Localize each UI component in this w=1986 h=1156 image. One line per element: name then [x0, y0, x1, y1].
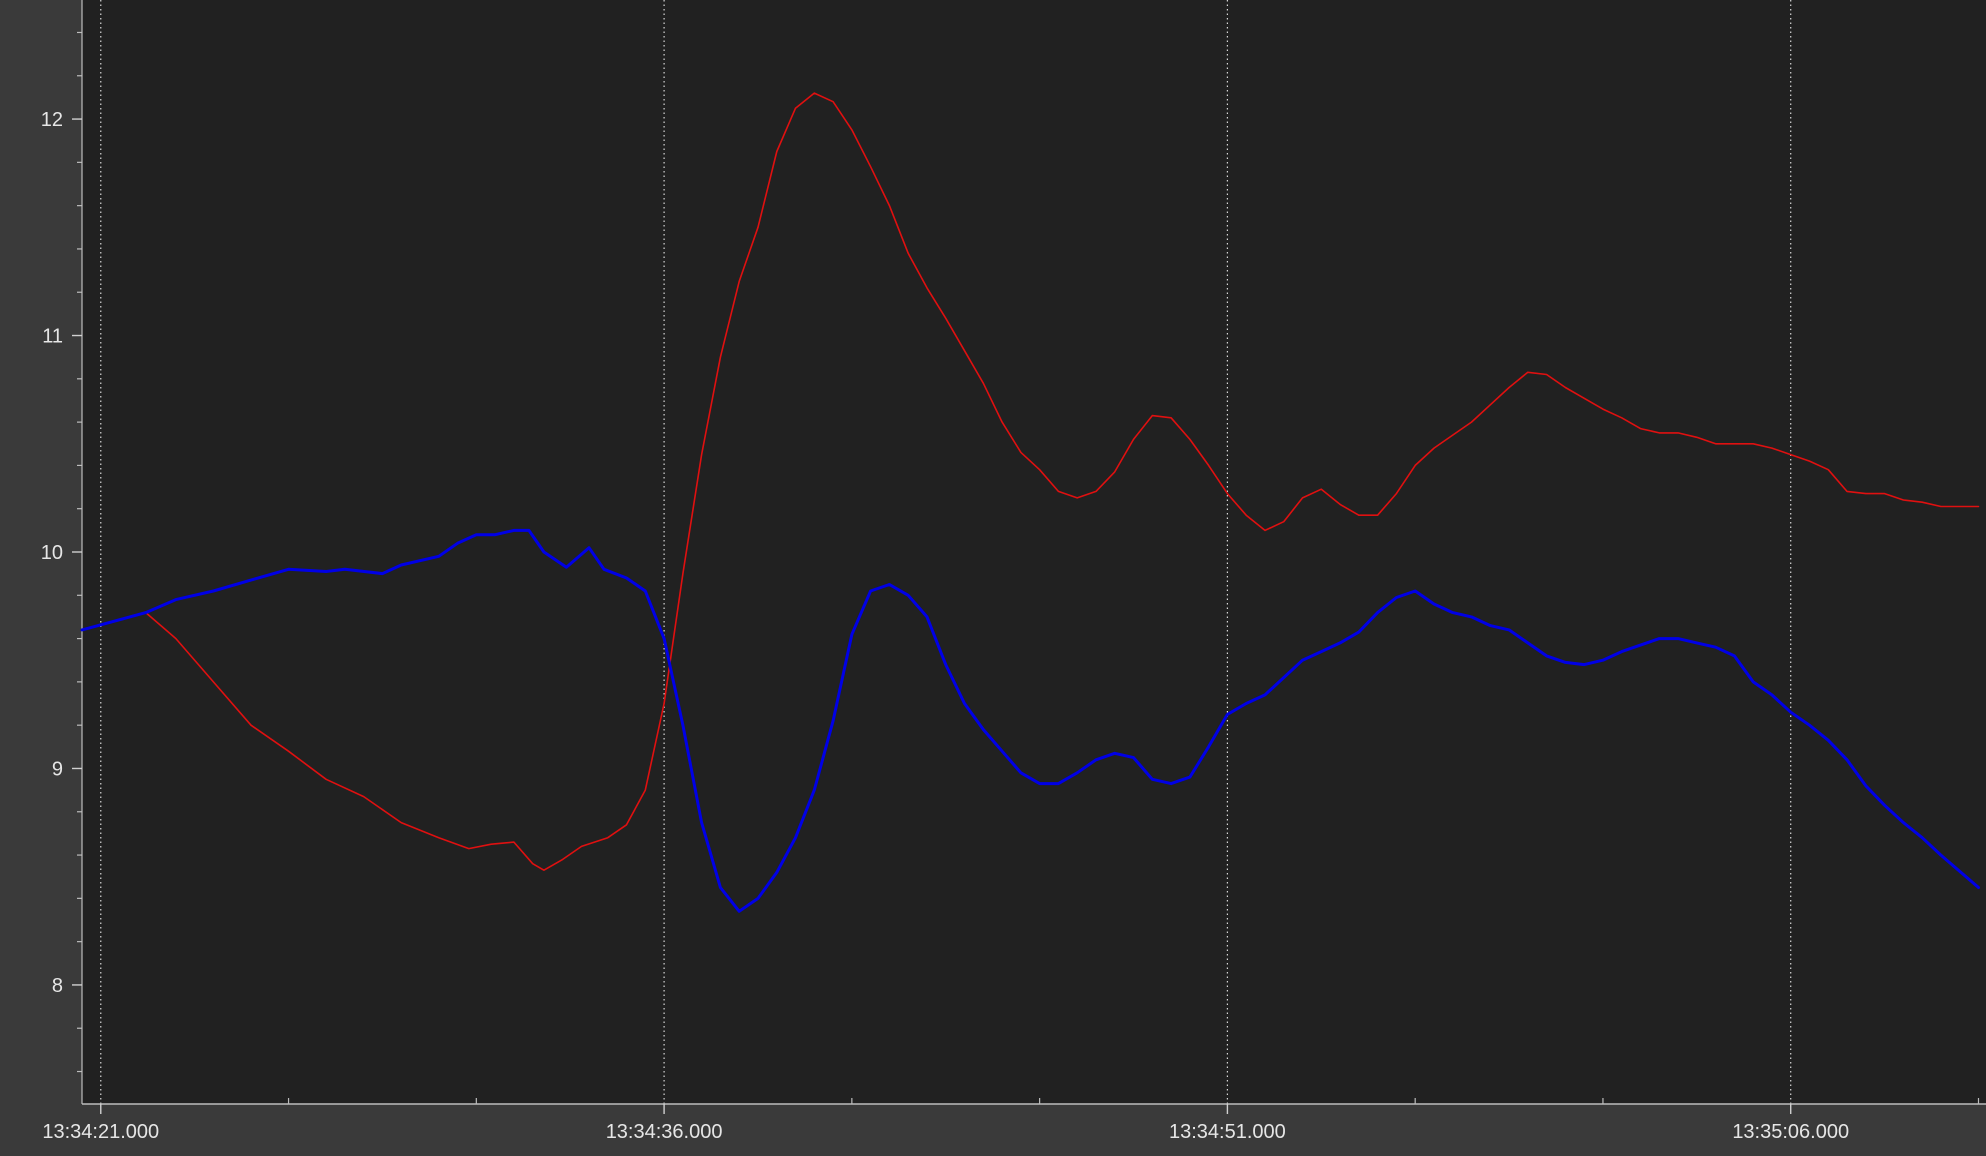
x-tick-label-1: 13:34:36.000 [606, 1121, 723, 1143]
y-tick-label-9: 9 [52, 758, 63, 780]
y-tick-label-11: 11 [42, 326, 63, 348]
y-tick-label-10: 10 [41, 542, 63, 564]
y-tick-label-12: 12 [41, 109, 63, 131]
y-axis: 8 9 10 11 12 [41, 0, 83, 1104]
series-group [80, 92, 1980, 913]
x-tick-label-0: 13:34:21.000 [42, 1121, 159, 1143]
x-tick-label-2: 13:34:51.000 [1169, 1121, 1286, 1143]
plot-area [82, 0, 1986, 1104]
x-axis: 13:34:21.000 13:34:36.000 13:34:51.000 13:3… [42, 1098, 1986, 1143]
y-tick-label-8: 8 [52, 975, 63, 997]
series-line-1 [80, 528, 1980, 913]
x-tick-label-3: 13:35:06.000 [1732, 1121, 1849, 1143]
series-line-0 [81, 92, 1980, 871]
